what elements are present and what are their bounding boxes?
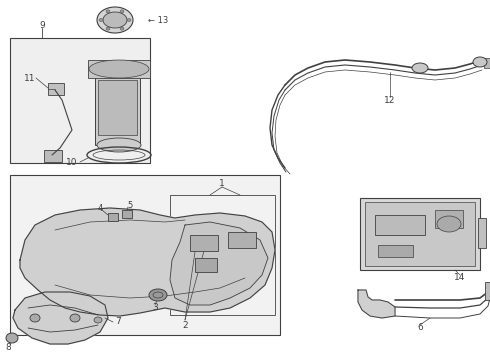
Ellipse shape [89, 60, 149, 78]
Polygon shape [20, 208, 275, 316]
Bar [485, 282, 490, 300]
Bar [435, 210, 463, 228]
Bar [378, 245, 413, 257]
Ellipse shape [30, 314, 40, 322]
Polygon shape [13, 292, 108, 344]
Bar [95, 65, 140, 145]
Text: 7: 7 [115, 318, 121, 327]
Text: 8: 8 [5, 343, 11, 352]
Text: 4: 4 [98, 203, 102, 212]
Bar [190, 235, 218, 251]
Ellipse shape [70, 314, 80, 322]
Bar [10, 175, 280, 335]
Ellipse shape [106, 10, 110, 13]
Polygon shape [358, 290, 395, 318]
Ellipse shape [99, 18, 103, 22]
Ellipse shape [106, 27, 110, 30]
Bar [195, 258, 217, 272]
Text: 10: 10 [66, 158, 78, 166]
Ellipse shape [120, 10, 124, 13]
Text: 5: 5 [127, 201, 133, 210]
Ellipse shape [97, 138, 141, 152]
Bar [48, 83, 64, 95]
Ellipse shape [412, 63, 428, 73]
Ellipse shape [120, 27, 124, 30]
Ellipse shape [103, 12, 127, 28]
Bar [108, 213, 118, 221]
Text: 11: 11 [24, 73, 36, 82]
Bar [10, 38, 150, 163]
Bar [478, 218, 486, 248]
Text: 1: 1 [219, 179, 225, 188]
Ellipse shape [97, 7, 133, 33]
Bar [122, 210, 132, 218]
Bar [375, 215, 425, 235]
Text: 6: 6 [417, 324, 423, 333]
Bar [484, 58, 490, 68]
Bar [88, 60, 150, 78]
Text: 3: 3 [152, 303, 158, 312]
Text: ← 13: ← 13 [148, 15, 168, 24]
Ellipse shape [473, 57, 487, 67]
Ellipse shape [6, 333, 18, 343]
Text: 9: 9 [39, 21, 45, 30]
Bar [44, 150, 62, 162]
Bar [98, 80, 137, 135]
Ellipse shape [127, 18, 131, 22]
Text: 14: 14 [454, 274, 466, 283]
Ellipse shape [437, 216, 461, 232]
Bar [365, 202, 475, 266]
Polygon shape [170, 222, 268, 305]
Text: 12: 12 [384, 95, 396, 104]
Ellipse shape [94, 317, 102, 323]
Bar [360, 198, 480, 270]
Ellipse shape [149, 289, 167, 301]
Bar [228, 232, 256, 248]
Bar [170, 195, 275, 315]
Text: 2: 2 [182, 320, 188, 329]
